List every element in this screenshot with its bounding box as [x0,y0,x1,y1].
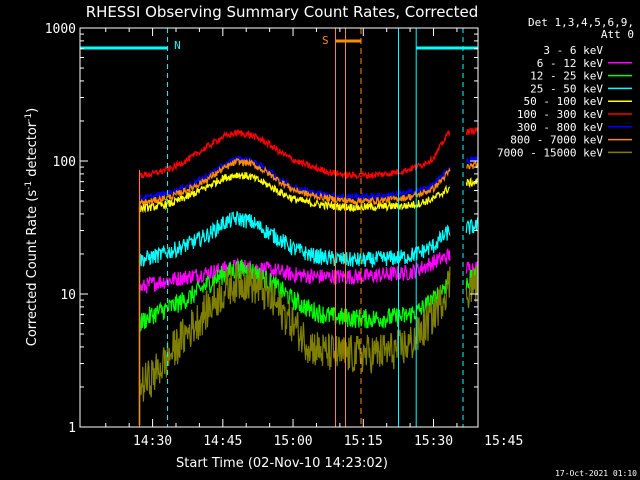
legend-label-2: 6 - 12 keV [537,57,604,70]
x-tick-label: 15:30 [414,434,453,449]
y-axis-label: Corrected Count Rate (s-1 detector-1) [24,108,40,346]
x-tick-label: 15:15 [344,434,383,449]
series-line-7-b [465,155,478,165]
y-axis-label-main: Corrected Count Rate (s [25,190,40,347]
legend-header-detectors: Det 1,3,4,5,6,9, [528,16,634,29]
series-line-6-b [465,126,478,136]
series-line-4-b [465,217,478,235]
flag-s-label: S [322,34,329,47]
legend-label-5: 50 - 100 keV [524,95,604,108]
series-line-9-b [465,265,478,309]
flag-n-label: N [174,39,181,52]
y-axis-label-sup2: -1 [24,113,34,122]
y-tick-label: 1000 [45,22,76,37]
y-axis-label-sup1: -1 [24,181,34,190]
y-tick-label: 1 [68,421,76,436]
series-line-5-b [465,177,478,189]
legend-label-4: 25 - 50 keV [530,82,603,95]
y-tick-label: 10 [60,288,76,303]
legend-label-3: 12 - 25 keV [530,70,603,83]
series-line-8-b [466,160,478,170]
legend-label-1: 3 - 6 keV [543,44,603,57]
plot-frame [79,27,479,428]
y-tick-label: 100 [53,155,76,170]
legend-header-attenuator: Att 0 [601,28,634,41]
x-tick-label: 14:30 [133,434,172,449]
axis-ticks: 14:30 14:45 15:00 15:15 15:30 15:45 1 10 100 1000 [45,22,524,449]
x-axis-label: Start Time (02-Nov-10 14:23:02) [176,456,388,471]
chart-title: RHESSI Observing Summary Count Rates, Co… [86,3,479,21]
y-axis-label-mid: detector [25,121,40,181]
legend-label-7: 300 - 800 keV [517,121,603,134]
legend-label-9: 7000 - 15000 keV [497,146,603,159]
legend-label-6: 100 - 300 keV [517,108,603,121]
legend-label-8: 800 - 7000 keV [510,134,603,147]
y-axis-label-end: ) [25,108,40,113]
x-tick-label: 14:45 [203,434,242,449]
footer-timestamp: 17-Oct-2021 01:10 [555,469,637,478]
x-tick-label: 15:00 [273,434,312,449]
x-tick-label: 15:45 [484,434,523,449]
